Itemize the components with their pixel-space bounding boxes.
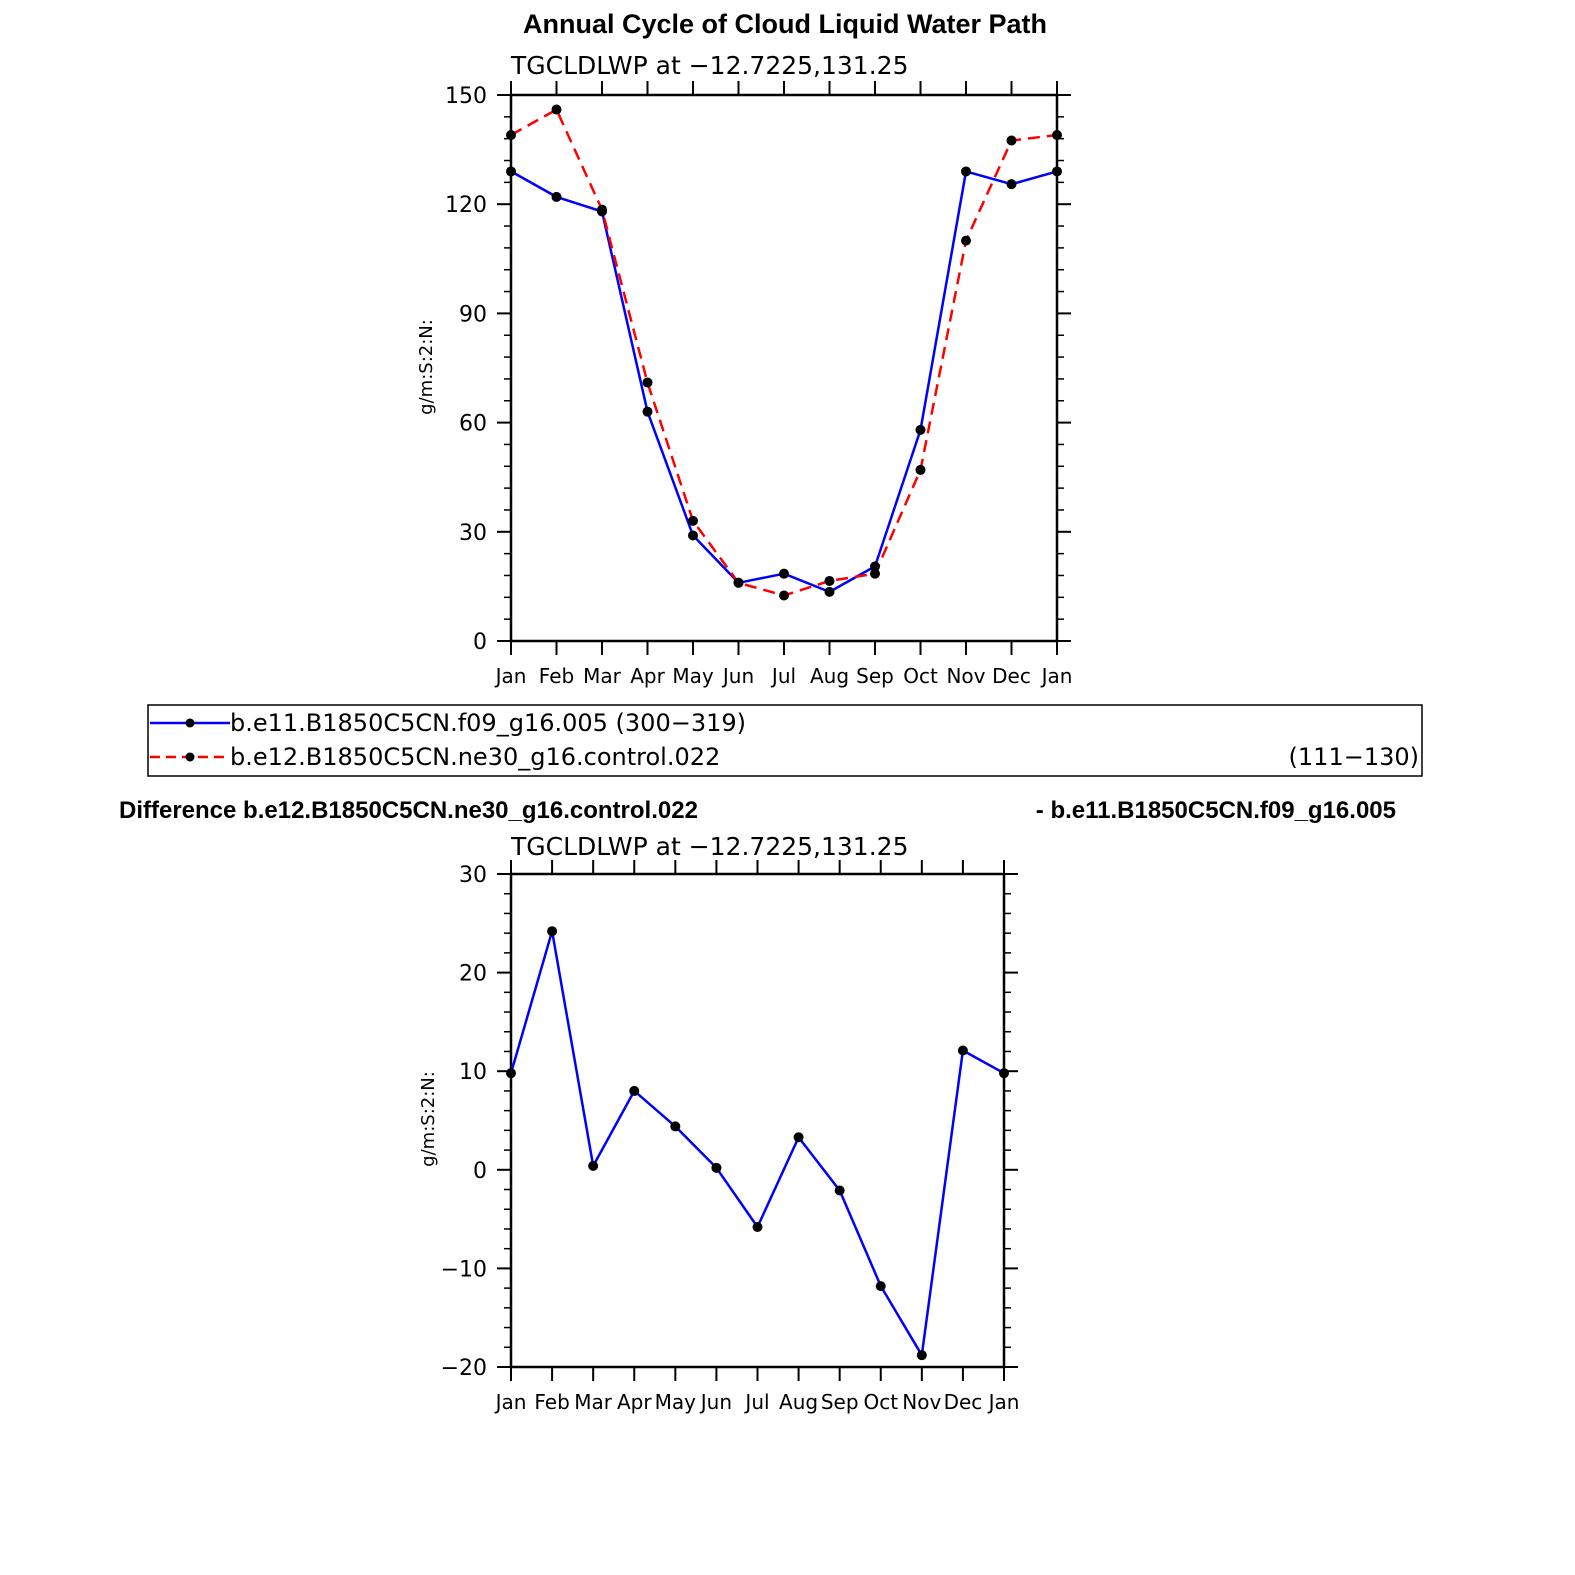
bottom-x-tick-label: Jan	[494, 1390, 527, 1414]
bottom-series-0-point	[957, 1045, 968, 1056]
top-plot-area: Jan Feb Mar Apr May Jun Jul Aug Sep Oct Nov Dec Jan 0…	[445, 81, 1072, 688]
legend-years-series-b: (111−130)	[1289, 743, 1419, 771]
top-x-tick-label: Mar	[583, 664, 622, 688]
top-chart-subtitle: TGCLDLWP at −12.7225,131.25	[510, 51, 908, 80]
bottom-x-tick-label: Feb	[534, 1390, 569, 1414]
bottom-x-tick-label: Aug	[779, 1390, 818, 1414]
top-plot-frame	[509, 93, 1059, 643]
difference-title-right: - b.e11.B1850C5CN.f09_g16.005	[1036, 797, 1396, 824]
top-y-tick-label: 120	[445, 193, 487, 218]
top-series-1-point	[688, 515, 698, 526]
bottom-x-tick-label: Nov	[902, 1390, 941, 1414]
bottom-plot-area: Jan Feb Mar Apr May Jun Jul Aug Sep Oct Nov Dec Jan−…	[441, 860, 1020, 1414]
bottom-series-0-point	[588, 1160, 599, 1171]
bottom-x-tick-label: Oct	[863, 1390, 898, 1414]
bottom-y-axis-label: g/m:S:2:N:	[418, 1071, 439, 1167]
bottom-series-0-point	[670, 1121, 681, 1132]
top-series-1-point	[1006, 135, 1017, 146]
top-y-tick-label: 60	[459, 412, 487, 437]
top-series-1-point	[1052, 130, 1062, 141]
top-series-1-point	[824, 575, 835, 586]
top-chart-title: Annual Cycle of Cloud Liquid Water Path	[523, 9, 1047, 39]
top-y-tick-label: 150	[445, 84, 487, 109]
top-x-tick-label: Jan	[494, 664, 527, 688]
legend-box	[147, 704, 1423, 777]
legend-label-series-a: b.e11.B1850C5CN.f09_g16.005 (300−319)	[230, 709, 746, 737]
bottom-y-tick-label: −10	[441, 1257, 487, 1282]
top-x-tick-label: Sep	[856, 664, 894, 688]
legend-label-series-b: b.e12.B1850C5CN.ne30_g16.control.022	[230, 743, 720, 771]
legend-marker-series-b	[185, 752, 195, 762]
legend-marker-series-a	[185, 718, 195, 728]
top-series-0-point	[1052, 166, 1062, 177]
bottom-x-tick-label: Jun	[699, 1390, 732, 1414]
bottom-panel: TGCLDLWP at −12.7225,131.25 g/m:S:2:N: J…	[418, 832, 1019, 1414]
top-series-0-point	[688, 530, 698, 541]
bottom-chart-subtitle: TGCLDLWP at −12.7225,131.25	[510, 832, 908, 861]
top-y-axis-label: g/m:S:2:N:	[416, 319, 437, 415]
top-series-1-point	[961, 235, 971, 246]
bottom-series-0-point	[547, 926, 558, 937]
bottom-series-0-point	[793, 1132, 804, 1143]
top-series-0-point	[551, 191, 562, 202]
bottom-x-tick-label: Jan	[987, 1390, 1020, 1414]
top-series-1-point	[642, 377, 653, 388]
top-series-1-point	[597, 204, 607, 215]
top-series-line-0	[510, 170, 1058, 594]
bottom-x-tick-label: Sep	[821, 1390, 859, 1414]
top-x-tick-label: Jun	[721, 664, 754, 688]
bottom-y-tick-label: 20	[459, 962, 487, 987]
top-series-1-point	[506, 130, 516, 141]
difference-title-left: Difference b.e12.B1850C5CN.ne30_g16.cont…	[119, 797, 698, 824]
bottom-series-0-point	[999, 1068, 1009, 1079]
bottom-y-tick-label: 30	[459, 863, 487, 888]
legend: b.e11.B1850C5CN.f09_g16.005 (300−319) b.…	[147, 704, 1423, 777]
bottom-x-tick-label: Apr	[617, 1390, 652, 1414]
top-x-tick-label: Nov	[946, 664, 985, 688]
bottom-x-tick-label: Jul	[743, 1390, 769, 1414]
top-y-tick-label: 30	[459, 521, 487, 546]
top-x-tick-label: May	[672, 664, 714, 688]
bottom-series-0-point	[629, 1085, 640, 1096]
bottom-series-line-0	[509, 929, 1005, 1357]
bottom-y-tick-label: 10	[459, 1060, 487, 1085]
top-y-tick-label: 0	[473, 630, 487, 655]
top-series-0-point	[642, 406, 653, 417]
top-series-1-point	[915, 464, 926, 475]
top-x-tick-label: Feb	[539, 664, 574, 688]
bottom-series-0-point	[711, 1162, 722, 1173]
top-series-1-point	[733, 577, 744, 588]
top-x-tick-label: Dec	[992, 664, 1031, 688]
bottom-series-0-point	[916, 1350, 927, 1361]
bottom-y-tick-label: 0	[473, 1159, 487, 1184]
top-panel: Annual Cycle of Cloud Liquid Water Path …	[416, 9, 1072, 688]
top-series-0-point	[870, 561, 880, 572]
top-x-tick-label: Jul	[770, 664, 796, 688]
top-x-tick-label: Aug	[810, 664, 849, 688]
bottom-series-0-point	[875, 1281, 886, 1292]
top-x-tick-label: Apr	[630, 664, 665, 688]
top-series-1-point	[779, 590, 789, 601]
bottom-series-0-point	[834, 1185, 845, 1196]
bottom-series-0-point	[506, 1068, 516, 1079]
bottom-x-tick-label: May	[655, 1390, 697, 1414]
top-series-0-point	[1006, 179, 1017, 190]
top-x-tick-label: Jan	[1040, 664, 1073, 688]
bottom-x-tick-label: Dec	[944, 1390, 983, 1414]
bottom-y-tick-label: −20	[441, 1356, 487, 1381]
top-series-0-point	[506, 166, 516, 177]
top-series-0-point	[915, 424, 926, 435]
top-y-tick-label: 90	[459, 302, 487, 327]
bottom-x-tick-label: Mar	[574, 1390, 613, 1414]
top-series-0-point	[961, 166, 971, 177]
top-series-1-point	[551, 104, 562, 115]
top-series-0-point	[779, 568, 789, 579]
bottom-series-0-point	[752, 1221, 763, 1232]
top-series-0-point	[824, 586, 835, 597]
top-series-line-1	[510, 108, 1058, 597]
top-x-tick-label: Oct	[903, 664, 938, 688]
top-series-1-point	[870, 568, 880, 579]
